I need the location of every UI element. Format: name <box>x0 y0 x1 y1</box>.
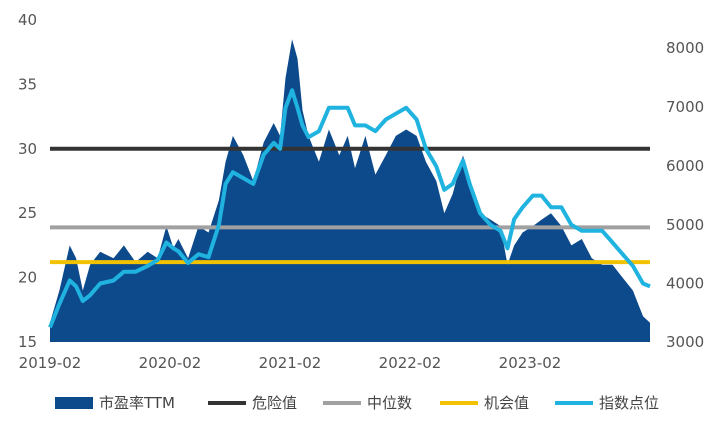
y-right-tick-label: 8000 <box>666 39 704 57</box>
y-left-tick-label: 35 <box>18 75 37 93</box>
legend: 市盈率TTM 危险值 中位数 机会值 指数点位 <box>55 394 659 412</box>
legend-swatch-pe <box>55 397 93 409</box>
pe-area-group <box>50 39 650 343</box>
y-left-tick-label: 30 <box>18 140 37 158</box>
y-right-tick-label: 4000 <box>666 275 704 293</box>
legend-label-index: 指数点位 <box>599 394 659 412</box>
index-level-line <box>48 88 651 329</box>
y-left-tick-label: 20 <box>18 269 37 287</box>
y-left-tick-label: 25 <box>18 204 37 222</box>
y-right-tick-label: 3000 <box>666 333 704 351</box>
axis-ticks-group: 40 35 30 25 20 15 8000 7000 6000 5000 4000 3000 2019… <box>18 11 704 372</box>
y-right-tick-label: 5000 <box>666 216 704 234</box>
x-tick-label: 2022-02 <box>379 354 442 372</box>
legend-label-danger: 危险值 <box>252 394 297 412</box>
y-right-tick-label: 6000 <box>666 157 704 175</box>
pe-ttm-area <box>50 39 650 343</box>
legend-label-median: 中位数 <box>367 394 412 412</box>
x-tick-label: 2021-02 <box>259 354 322 372</box>
legend-label-opportunity: 机会值 <box>484 394 529 412</box>
reference-lines-group <box>50 146 650 265</box>
x-tick-label: 2019-02 <box>19 354 82 372</box>
index-line-group <box>48 88 651 329</box>
y-left-tick-label: 15 <box>18 333 37 351</box>
x-tick-label: 2023-02 <box>499 354 562 372</box>
y-left-tick-label: 40 <box>18 11 37 29</box>
x-tick-label: 2020-02 <box>139 354 202 372</box>
legend-label-pe: 市盈率TTM <box>99 394 175 412</box>
y-right-tick-label: 7000 <box>666 98 704 116</box>
